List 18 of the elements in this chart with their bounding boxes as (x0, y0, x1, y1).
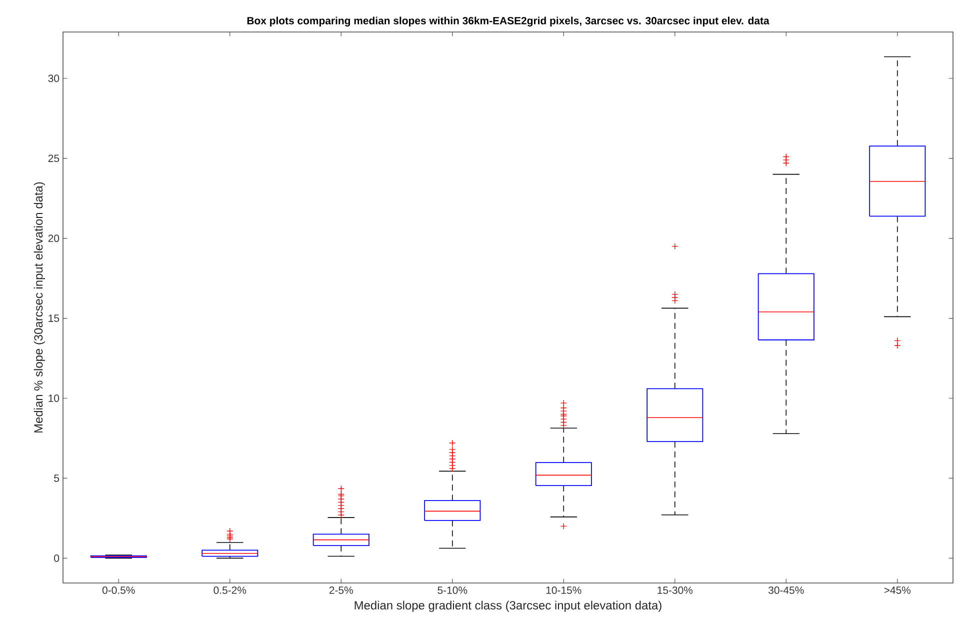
x-tick-label: 0-0.5% (102, 586, 135, 594)
x-tick-label: 2-5% (329, 586, 353, 594)
x-tick-label: 5-10% (438, 586, 468, 594)
y-tick-label: 30 (48, 74, 60, 82)
y-tick-label: 15 (48, 314, 60, 322)
x-tick-label: 10-15% (546, 586, 582, 594)
x-tick-label: >45% (884, 586, 911, 594)
chart-title: Box plots comparing median slopes within 36km-EASE2grid pixels, 3arcsec vs. 30arcsec input elev. data (247, 16, 770, 26)
y-axis-title: Median % slope (30arcsec input elevation data) (34, 182, 46, 432)
y-tick-label: 5 (54, 474, 60, 482)
y-tick-label: 0 (54, 554, 60, 562)
x-axis-title: Median slope gradient class (3arcsec input elevation data) (354, 600, 662, 612)
y-tick-label: 20 (48, 234, 60, 242)
x-tick-label: 30-45% (768, 586, 804, 594)
y-tick-label: 10 (48, 394, 60, 402)
y-tick-label: 25 (48, 154, 60, 162)
x-tick-label: 15-30% (658, 586, 693, 594)
x-tick-label: 0.5-2% (214, 586, 246, 594)
